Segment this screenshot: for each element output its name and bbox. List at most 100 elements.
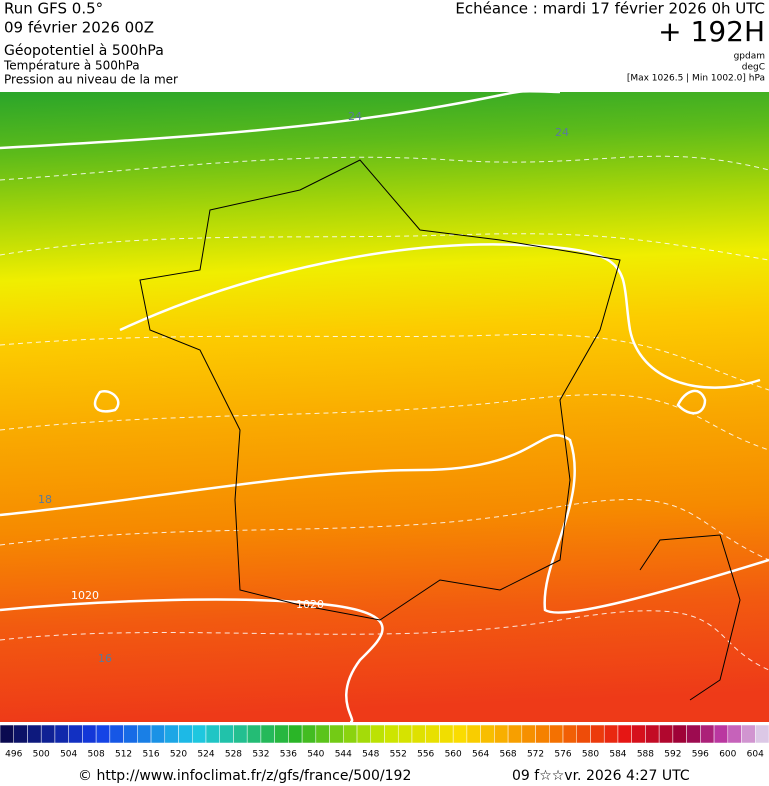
- colorbar-label: 504: [60, 750, 77, 760]
- colorbar-cell: [439, 724, 454, 744]
- colorbar-label: 600: [719, 750, 736, 760]
- colorbar-label: 568: [499, 750, 516, 760]
- colorbar-cell: [356, 724, 372, 744]
- echeance: Echéance : mardi 17 février 2026 0h UTC: [455, 0, 765, 18]
- colorbar-cell: [741, 724, 756, 744]
- colorbar-label: 592: [664, 750, 681, 760]
- colorbar-cell: [54, 724, 69, 744]
- colorbar-cell: [343, 724, 358, 744]
- contour-label: 24: [555, 126, 569, 139]
- contour-label: 1020: [296, 598, 324, 611]
- colorbar-cell: [672, 724, 687, 744]
- colorbar-cell: [645, 724, 660, 744]
- colorbar-label: 544: [335, 750, 352, 760]
- colorbar-cell: [233, 724, 248, 744]
- colorbar-cell: [40, 724, 56, 744]
- colorbar-cell: [686, 724, 701, 744]
- colorbar-cell: [246, 724, 262, 744]
- colorbar-cell: [494, 724, 509, 744]
- colorbar-cell: [0, 724, 14, 744]
- colorbar-cell: [466, 724, 481, 744]
- colorbar-cell: [397, 724, 413, 744]
- colorbar-cell: [109, 724, 124, 744]
- colorbar-cell: [219, 724, 234, 744]
- colorbar-label: 508: [88, 750, 105, 760]
- unit-label: degC: [742, 63, 765, 73]
- colorbar-cell: [452, 724, 468, 744]
- colorbar-cell: [603, 724, 619, 744]
- colorbar-cell: [727, 724, 742, 744]
- colorbar-label: 520: [170, 750, 187, 760]
- colorbar-label: 536: [280, 750, 297, 760]
- colorbar-label: 556: [417, 750, 434, 760]
- france-outline: [139, 159, 621, 621]
- colorbar-cell: [164, 724, 179, 744]
- colorbar-cell: [205, 724, 220, 744]
- colorbar-label: 512: [115, 750, 132, 760]
- colorbar-label: 580: [582, 750, 599, 760]
- contour-label: 1020: [71, 589, 99, 602]
- colorbar-cell: [329, 724, 344, 744]
- colorbar-cell: [370, 724, 385, 744]
- colorbar-label: 524: [197, 750, 214, 760]
- colorbar-cell: [590, 724, 605, 744]
- colorbar-label: 596: [692, 750, 709, 760]
- colorbar-label: 560: [445, 750, 462, 760]
- colorbar-cell: [713, 724, 729, 744]
- lead-time: + 192H: [658, 15, 765, 48]
- colorbar-cell: [192, 724, 207, 744]
- colorbar-cell: [521, 724, 536, 744]
- contour-label: 18: [38, 493, 52, 506]
- contour-label: 24: [348, 110, 362, 123]
- colorbar-cell: [384, 724, 399, 744]
- footer-url: © http://www.infoclimat.fr/z/gfs/france/…: [78, 768, 411, 784]
- colorbar-cell: [288, 724, 303, 744]
- run-date: 09 février 2026 00Z: [4, 19, 154, 37]
- colorbar-cell: [658, 724, 674, 744]
- field-label: Géopotentiel à 500hPa: [4, 43, 164, 59]
- colorbar-label: 604: [747, 750, 764, 760]
- colorbar-cell: [150, 724, 166, 744]
- colorbar-cell: [562, 724, 578, 744]
- colorbar-cell: [535, 724, 550, 744]
- colorbar-label: 496: [5, 750, 22, 760]
- colorbar-cell: [260, 724, 275, 744]
- field-label: Pression au niveau de la mer: [4, 73, 178, 87]
- colorbar-label: 552: [390, 750, 407, 760]
- field-label: Température à 500hPa: [3, 59, 140, 73]
- colorbar-label: 532: [252, 750, 269, 760]
- colorbar-cell: [178, 724, 193, 744]
- pressure-range: [Max 1026.5 | Min 1002.0] hPa: [627, 74, 765, 84]
- colorbar-cell: [507, 724, 523, 744]
- colorbar-cell: [617, 724, 632, 744]
- temperature-contours: [0, 155, 769, 671]
- unit-label: gpdam: [734, 52, 765, 62]
- colorbar-label: 548: [362, 750, 379, 760]
- colorbar-cell: [123, 724, 138, 744]
- temperature-field: [0, 92, 769, 722]
- contour-label: 16: [98, 652, 112, 665]
- colorbar-label: 516: [142, 750, 159, 760]
- colorbar-label: 500: [33, 750, 50, 760]
- colorbar-cell: [549, 724, 564, 744]
- colorbar-cell: [82, 724, 97, 744]
- colorbar-label: 588: [637, 750, 654, 760]
- colorbar-cell: [480, 724, 495, 744]
- colorbar-cell: [315, 724, 330, 744]
- colorbar-cell: [95, 724, 111, 744]
- colorbar-cell: [576, 724, 591, 744]
- colorbar-label: 528: [225, 750, 242, 760]
- colorbar-cell: [425, 724, 440, 744]
- colorbar-label: 572: [527, 750, 544, 760]
- run-label: Run GFS 0.5°: [4, 0, 103, 18]
- colorbar-label: 540: [307, 750, 324, 760]
- colorbar-cell: [13, 724, 28, 744]
- footer-timestamp: 09 f☆☆vr. 2026 4:27 UTC: [512, 768, 690, 784]
- colorbar-cell: [68, 724, 83, 744]
- colorbar-label: 576: [554, 750, 571, 760]
- colorbar-cell: [137, 724, 152, 744]
- colorbar-label: 584: [609, 750, 626, 760]
- colorbar-cell: [755, 724, 769, 744]
